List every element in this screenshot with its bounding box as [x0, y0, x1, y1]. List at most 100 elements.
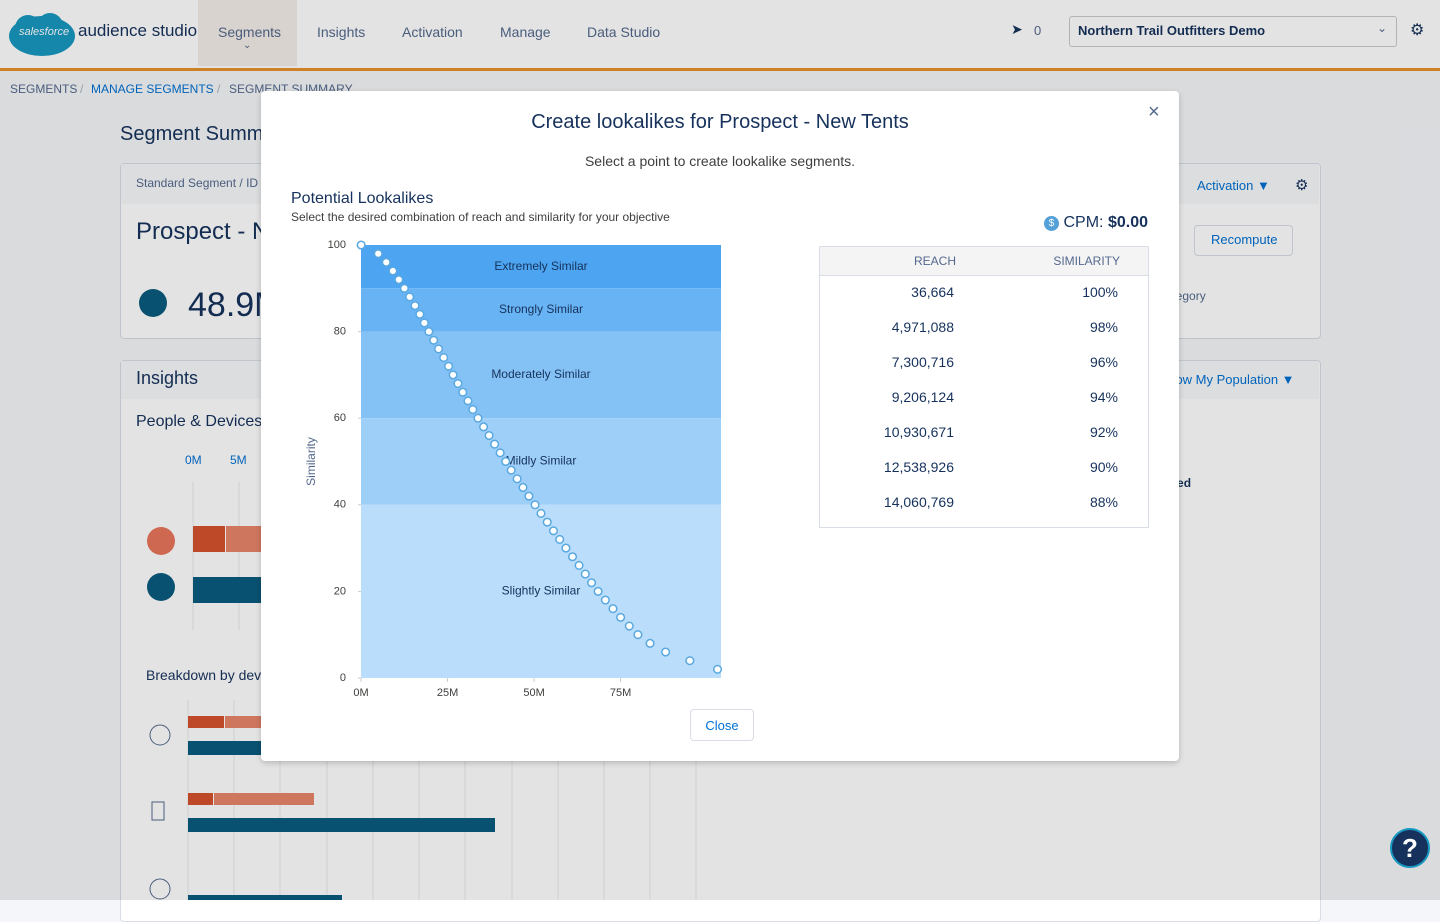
- band: [361, 418, 721, 505]
- point[interactable]: [424, 327, 434, 337]
- similarity-cell: 94%: [1089, 389, 1118, 405]
- point[interactable]: [536, 508, 546, 519]
- y-tick-label: 80: [334, 326, 346, 338]
- y-tick-label: 100: [328, 239, 346, 251]
- cpm: $ CPM: $0.00: [1044, 214, 1148, 232]
- point[interactable]: [356, 240, 366, 250]
- band: [361, 245, 721, 289]
- y-tick-label: 0: [340, 672, 346, 684]
- point[interactable]: [439, 353, 449, 363]
- breadcrumb[interactable]: MANAGE SEGMENTS: [91, 82, 214, 96]
- page-title: Segment Summary: [120, 123, 292, 145]
- similarity-cell: 88%: [1089, 494, 1118, 510]
- logo-cloud: [9, 13, 75, 56]
- point[interactable]: [561, 543, 571, 553]
- point[interactable]: [388, 266, 398, 276]
- band-label: Mildly Similar: [506, 454, 577, 468]
- band-label: Slightly Similar: [502, 584, 581, 598]
- point[interactable]: [495, 448, 505, 458]
- point[interactable]: [624, 621, 634, 631]
- point[interactable]: [415, 309, 425, 319]
- reach-cell: 36,664: [911, 284, 954, 300]
- nav-tab[interactable]: Data Studio: [587, 24, 661, 40]
- point[interactable]: [405, 292, 415, 302]
- nav-tab[interactable]: Segments: [218, 24, 282, 40]
- point[interactable]: [616, 612, 626, 622]
- similarity-cell: 90%: [1089, 459, 1118, 475]
- point[interactable]: [645, 638, 655, 648]
- point[interactable]: [490, 439, 500, 449]
- activation-label: Activation: [1197, 178, 1254, 193]
- point[interactable]: [567, 552, 578, 562]
- point[interactable]: [473, 413, 483, 423]
- point[interactable]: [633, 630, 643, 640]
- grow-menu[interactable]: Grow My Population ▼: [1161, 372, 1295, 387]
- point[interactable]: [512, 474, 522, 484]
- x-tick-label: 0M: [353, 687, 368, 699]
- reach-cell: 7,300,716: [891, 354, 954, 370]
- close-button[interactable]: [690, 709, 754, 741]
- point[interactable]: [453, 379, 463, 389]
- point[interactable]: [586, 578, 597, 588]
- recompute-button[interactable]: [1194, 225, 1293, 256]
- point[interactable]: [419, 318, 429, 328]
- point[interactable]: [661, 647, 671, 657]
- modal-close-icon[interactable]: ×: [1148, 101, 1160, 123]
- y-tick-label: 60: [334, 412, 346, 424]
- y-tick-label: 20: [334, 585, 346, 597]
- similarity-cell: 100%: [1082, 284, 1118, 300]
- point[interactable]: [478, 422, 489, 432]
- nav-tab[interactable]: Activation: [402, 24, 463, 40]
- card-settings[interactable]: ⚙: [1295, 177, 1309, 194]
- nav-tab[interactable]: Manage: [500, 24, 551, 40]
- point[interactable]: [458, 387, 468, 397]
- point[interactable]: [608, 604, 618, 614]
- point[interactable]: [712, 664, 723, 674]
- point[interactable]: [506, 465, 516, 475]
- point[interactable]: [555, 534, 565, 544]
- chart-subtitle: Select the desired combination of reach …: [291, 210, 670, 224]
- point[interactable]: [685, 656, 695, 666]
- point[interactable]: [381, 257, 391, 267]
- point[interactable]: [530, 500, 540, 510]
- similarity-cell: 98%: [1089, 319, 1118, 335]
- band-label: Strongly Similar: [499, 302, 583, 316]
- point[interactable]: [574, 560, 584, 570]
- point[interactable]: [373, 249, 383, 259]
- pin-icon[interactable]: ➤: [1011, 21, 1023, 37]
- band-label: Moderately Similar: [491, 367, 590, 381]
- point[interactable]: [548, 526, 559, 536]
- point[interactable]: [433, 344, 444, 354]
- point[interactable]: [394, 275, 404, 285]
- select-chevron: ⌄: [1377, 21, 1388, 35]
- point[interactable]: [484, 430, 494, 441]
- point[interactable]: [501, 456, 511, 467]
- settings-icon[interactable]: ⚙: [1410, 22, 1425, 39]
- point[interactable]: [463, 396, 473, 406]
- chevron: ⌄: [243, 40, 252, 51]
- modal-subtitle: Select a point to create lookalike segme…: [584, 153, 856, 169]
- point[interactable]: [448, 370, 458, 380]
- point[interactable]: [429, 335, 439, 345]
- org-name: Northern Trail Outfitters Demo: [1078, 23, 1266, 38]
- help-button[interactable]: ?: [1390, 828, 1430, 868]
- people-devices: People & Devices: [136, 413, 263, 430]
- point[interactable]: [399, 283, 409, 293]
- point[interactable]: [518, 482, 528, 493]
- point[interactable]: [600, 595, 610, 605]
- point[interactable]: [444, 361, 454, 371]
- point[interactable]: [542, 517, 552, 527]
- logo-text: salesforce: [19, 26, 70, 38]
- breadcrumb[interactable]: SEGMENTS: [10, 82, 78, 96]
- org-select[interactable]: [1069, 16, 1397, 47]
- point[interactable]: [593, 586, 603, 596]
- point[interactable]: [468, 404, 478, 415]
- point[interactable]: [524, 491, 534, 501]
- cpm-label: CPM:: [1063, 214, 1104, 231]
- nav-tab[interactable]: Insights: [317, 24, 366, 40]
- activation-menu[interactable]: Activation ▼: [1197, 178, 1270, 193]
- column-header: SIMILARITY: [1053, 254, 1120, 268]
- insights-title: Insights: [136, 368, 199, 388]
- point[interactable]: [410, 301, 420, 311]
- point[interactable]: [580, 569, 590, 579]
